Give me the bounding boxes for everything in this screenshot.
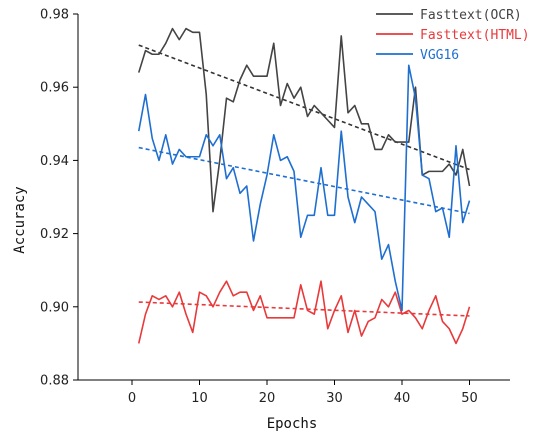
- series-lines: [137, 27, 471, 345]
- x-tick-label: 0: [128, 391, 136, 406]
- x-axis-label: Epochs: [267, 416, 318, 432]
- axes: 0 10 20 30 40 50 0.88 0.90 0.92 0.94 0.96 0.98: [40, 8, 510, 406]
- y-tick-label: 0.92: [40, 227, 69, 242]
- series-line-1: [137, 280, 471, 345]
- x-tick-label: 30: [326, 391, 343, 406]
- trend-line-1: [138, 301, 470, 317]
- x-tick-label: 50: [461, 391, 478, 406]
- legend-label-1: Fasttext(HTML): [420, 28, 530, 43]
- y-tick-label: 0.90: [40, 300, 69, 315]
- y-tick-label: 0.98: [40, 8, 69, 23]
- series-line-2: [137, 64, 471, 312]
- trend-line-0: [138, 44, 470, 171]
- trend-line-2: [138, 146, 470, 215]
- y-tick-label: 0.96: [40, 81, 69, 96]
- x-tick-label: 10: [191, 391, 208, 406]
- legend: Fasttext(OCR) Fasttext(HTML) VGG16: [376, 8, 530, 63]
- legend-label-0: Fasttext(OCR): [420, 8, 522, 23]
- y-axis-label: Accuracy: [12, 186, 28, 253]
- y-tick-label: 0.88: [40, 374, 69, 389]
- legend-label-2: VGG16: [420, 48, 459, 63]
- x-tick-label: 40: [394, 391, 411, 406]
- trend-lines: [138, 44, 470, 317]
- x-tick-label: 20: [259, 391, 276, 406]
- y-tick-label: 0.94: [40, 154, 69, 169]
